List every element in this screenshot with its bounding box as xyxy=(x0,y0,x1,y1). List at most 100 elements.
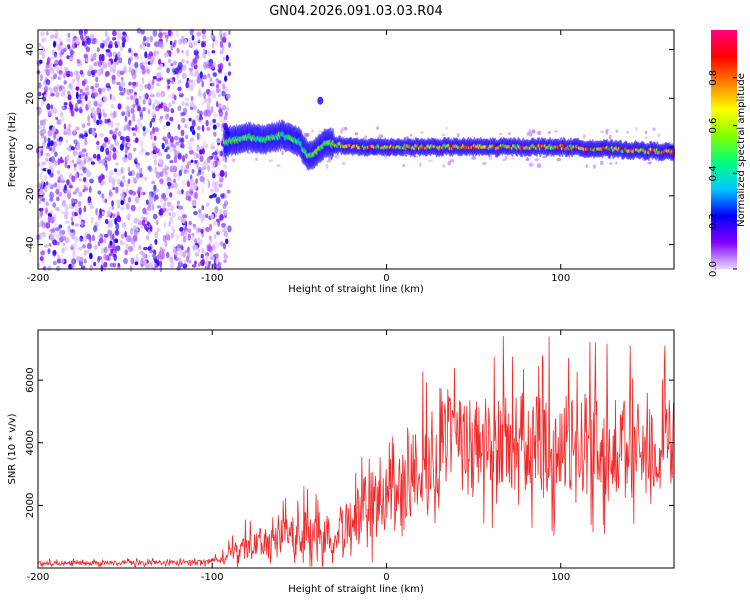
noise-speckle xyxy=(70,244,74,250)
noise-speckle xyxy=(111,181,115,189)
faint-speckle xyxy=(600,160,604,166)
noise-speckle xyxy=(122,136,127,142)
noise-speckle xyxy=(181,179,187,187)
noise-speckle xyxy=(142,207,147,215)
x-tick-label: -200 xyxy=(27,273,50,284)
noise-speckle xyxy=(108,170,114,176)
noise-speckle xyxy=(45,152,51,157)
noise-speckle xyxy=(170,196,174,200)
faint-speckle xyxy=(343,126,348,131)
noise-speckle xyxy=(119,45,123,52)
noise-speckle xyxy=(139,123,143,128)
noise-speckle xyxy=(92,53,97,61)
noise-speckle xyxy=(120,233,125,239)
noise-speckle xyxy=(223,252,227,257)
noise-speckle xyxy=(222,37,227,44)
noise-speckle xyxy=(159,63,164,68)
noise-speckle xyxy=(144,223,148,230)
noise-speckle xyxy=(43,265,47,271)
noise-speckle xyxy=(178,66,183,74)
noise-speckle xyxy=(105,49,111,53)
noise-speckle xyxy=(125,135,130,140)
faint-speckle xyxy=(626,130,629,134)
noise-speckle xyxy=(170,206,174,212)
noise-speckle xyxy=(211,80,216,88)
noise-speckle xyxy=(190,159,194,163)
noise-speckle xyxy=(165,146,170,150)
noise-speckle xyxy=(104,31,108,37)
noise-speckle xyxy=(210,188,214,193)
noise-speckle xyxy=(194,245,199,251)
noise-speckle xyxy=(47,265,52,271)
faint-speckle xyxy=(409,133,413,137)
noise-speckle xyxy=(45,222,51,229)
noise-speckle xyxy=(83,205,87,213)
noise-speckle xyxy=(166,67,171,74)
noise-speckle xyxy=(64,184,67,191)
noise-speckle xyxy=(227,225,232,233)
noise-speckle xyxy=(67,32,71,38)
noise-speckle xyxy=(125,105,130,111)
noise-speckle xyxy=(156,227,161,233)
noise-speckle xyxy=(49,62,53,68)
noise-speckle xyxy=(110,66,114,73)
noise-speckle xyxy=(135,156,138,162)
noise-speckle xyxy=(72,78,75,83)
noise-speckle xyxy=(73,242,78,250)
noise-speckle xyxy=(160,197,163,204)
noise-speckle xyxy=(125,111,129,115)
noise-speckle xyxy=(147,99,151,104)
noise-speckle xyxy=(137,220,143,226)
noise-speckle xyxy=(86,85,89,92)
noise-speckle xyxy=(185,60,189,64)
noise-speckle xyxy=(164,164,168,169)
noise-speckle xyxy=(52,250,57,256)
noise-speckle xyxy=(128,189,134,195)
noise-speckle xyxy=(45,207,48,215)
spectrogram-y-label: Frequency (Hz) xyxy=(7,112,18,188)
faint-speckle xyxy=(405,136,410,139)
noise-speckle xyxy=(181,245,184,251)
noise-speckle xyxy=(54,151,58,157)
noise-speckle xyxy=(208,106,212,111)
faint-speckle xyxy=(276,164,281,168)
noise-speckle xyxy=(121,175,126,180)
noise-speckle xyxy=(215,101,219,108)
noise-speckle xyxy=(42,141,46,149)
noise-speckle xyxy=(82,177,87,182)
noise-speckle xyxy=(188,259,192,264)
noise-speckle xyxy=(120,207,125,211)
noise-speckle xyxy=(68,56,74,61)
noise-speckle xyxy=(196,161,200,170)
noise-speckle xyxy=(215,87,220,94)
noise-speckle xyxy=(226,189,231,194)
noise-speckle xyxy=(124,249,129,256)
noise-speckle xyxy=(56,133,60,140)
noise-speckle xyxy=(133,217,138,224)
noise-speckle xyxy=(47,248,51,255)
noise-speckle xyxy=(87,196,92,204)
noise-speckle xyxy=(158,41,164,47)
noise-speckle xyxy=(215,253,219,259)
noise-speckle xyxy=(38,151,41,159)
noise-speckle xyxy=(149,120,153,128)
noise-speckle xyxy=(83,85,86,93)
noise-speckle xyxy=(144,93,149,100)
faint-speckle xyxy=(528,129,532,134)
noise-speckle xyxy=(75,186,80,194)
noise-speckle xyxy=(130,257,135,265)
noise-speckle xyxy=(151,113,154,118)
noise-speckle xyxy=(135,253,139,260)
noise-speckle xyxy=(182,235,187,243)
noise-speckle xyxy=(171,212,176,218)
noise-speckle xyxy=(218,108,223,114)
noise-speckle xyxy=(100,264,104,272)
faint-speckle xyxy=(442,164,446,168)
noise-speckle xyxy=(140,257,145,265)
noise-speckle xyxy=(165,187,170,195)
noise-speckle xyxy=(117,103,122,110)
noise-speckle xyxy=(125,187,129,194)
noise-speckle xyxy=(180,143,185,149)
noise-speckle xyxy=(84,94,88,102)
snr-y-ticks: 2000 4000 6000 xyxy=(25,367,674,518)
